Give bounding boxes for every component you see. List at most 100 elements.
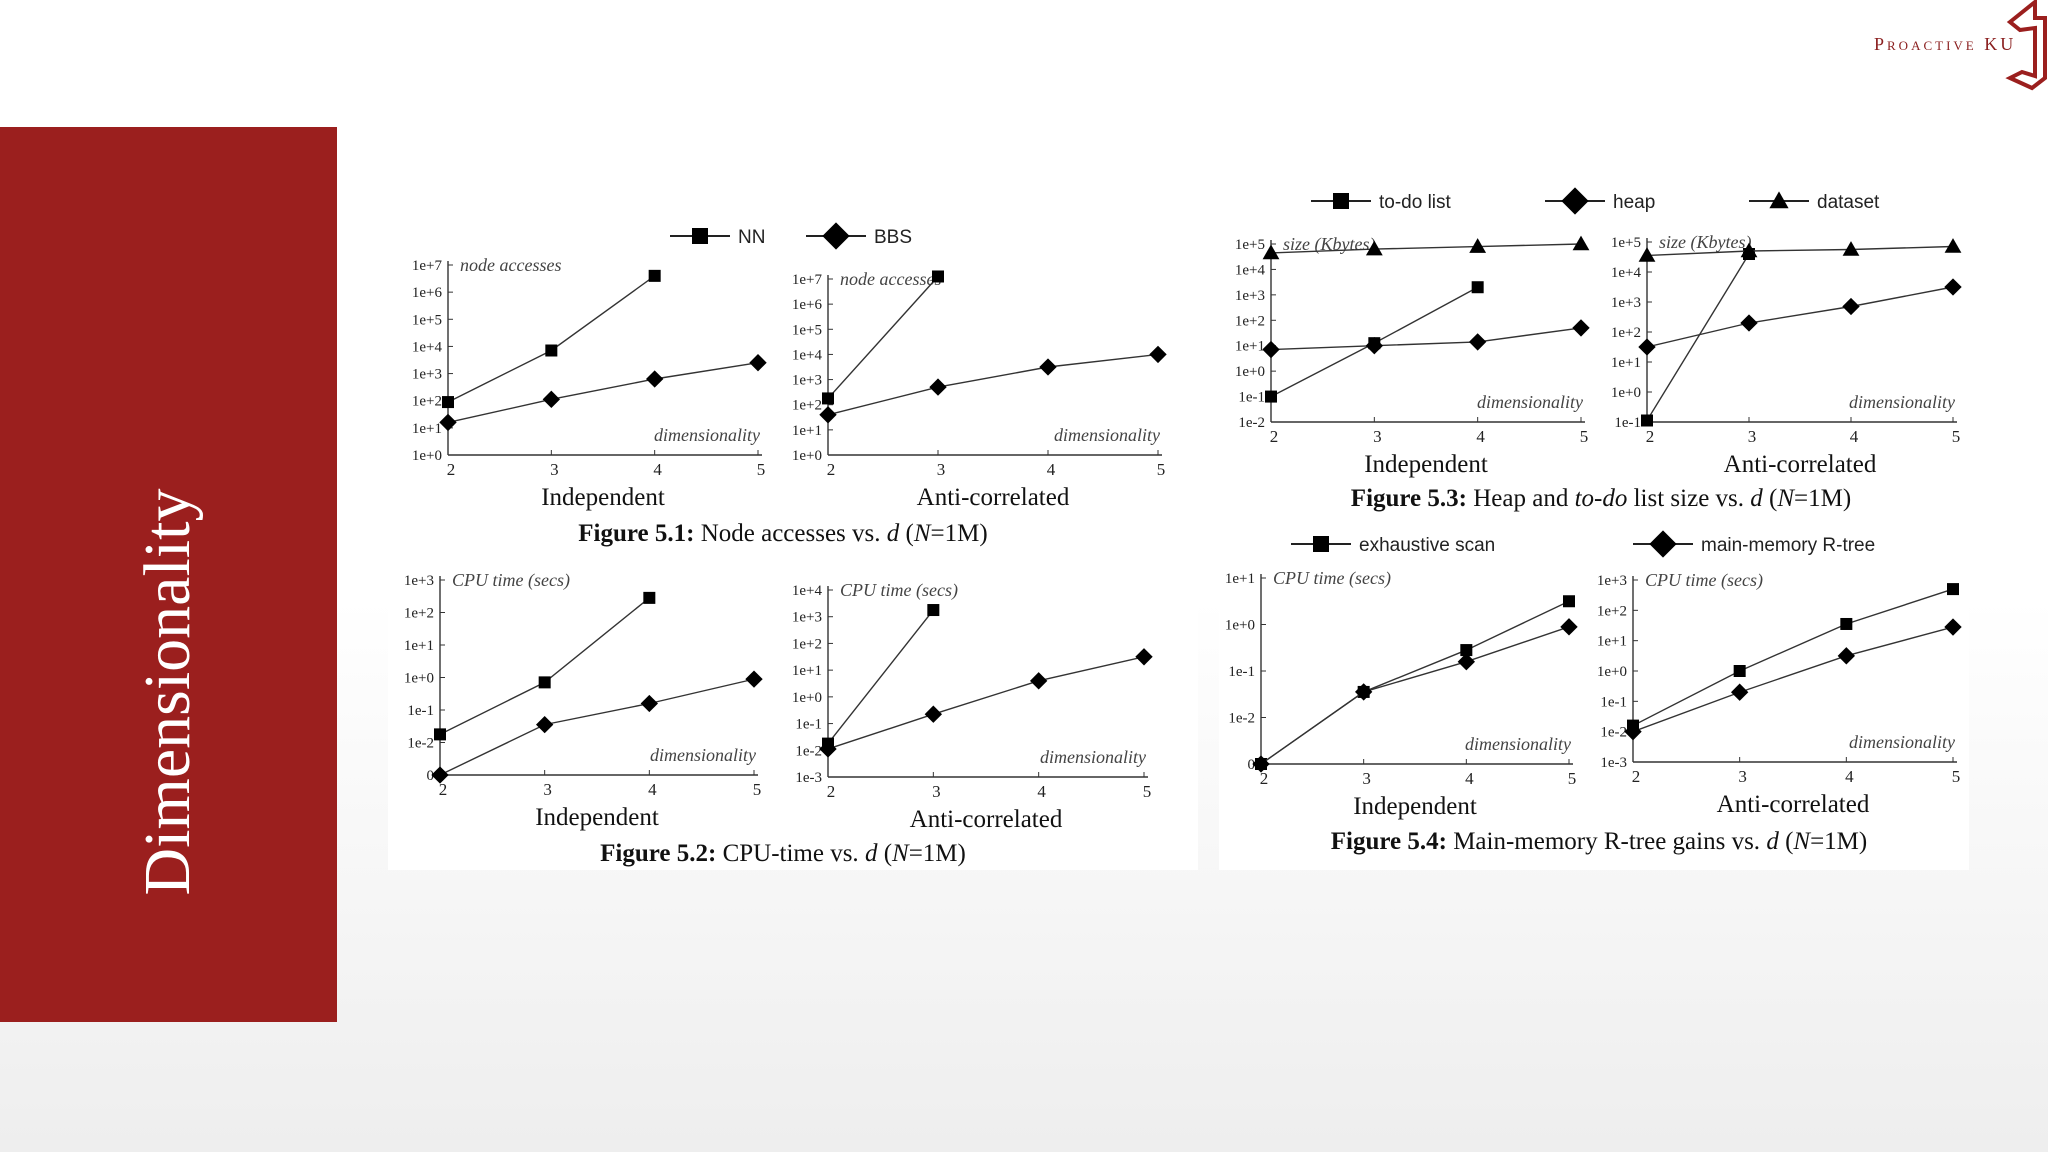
data-point-exhaustive-scan bbox=[1840, 617, 1853, 630]
data-point-exhaustive-scan bbox=[1460, 644, 1473, 657]
caption-part: N bbox=[1792, 828, 1811, 855]
caption-part: Figure 5.1: bbox=[578, 520, 694, 547]
x-tick-label: 2 bbox=[827, 460, 836, 479]
y-tick-label: 1e+0 bbox=[404, 671, 434, 687]
x-tick-label: 2 bbox=[1646, 427, 1655, 446]
data-point-main-memory-r-tree bbox=[1354, 683, 1373, 701]
legend-marker bbox=[1333, 193, 1349, 209]
chart-fig51-independent: 1e+0 1e+1 1e+2 1e+3 1e+4 1e+5 1e+6 1e+7 2 3 4 5 node… bbox=[412, 255, 767, 511]
y-tick-label: 1e+7 bbox=[792, 272, 823, 288]
data-point-bbs bbox=[929, 378, 947, 396]
x-tick-label: 3 bbox=[932, 782, 941, 801]
y-tick-label: 0 bbox=[1248, 757, 1256, 773]
caption-part: =1M) bbox=[909, 840, 966, 867]
y-axis-label: CPU time (secs) bbox=[1645, 570, 1763, 591]
x-tick-label: 4 bbox=[1476, 427, 1485, 446]
figures-panel-right: 1e-2 1e-1 1e+0 1e+1 1e+2 1e+3 1e+4 1e+5 2 3 4 5 size… bbox=[1219, 182, 1969, 870]
y-tick-label: 1e-2 bbox=[795, 743, 822, 759]
chart-subtitle: Independent bbox=[541, 484, 665, 511]
x-axis-label: dimensionality bbox=[654, 425, 760, 445]
caption-fig53: Figure 5.3: Heap and to-do list size vs.… bbox=[1351, 485, 1851, 512]
data-point-bbs bbox=[819, 406, 837, 424]
y-tick-label: 1e+3 bbox=[792, 610, 822, 626]
caption-part: Heap and bbox=[1467, 485, 1575, 512]
caption-fig51: Figure 5.1: Node accesses vs. d (N=1M) bbox=[578, 520, 987, 547]
caption-fig54: Figure 5.4: Main-memory R-tree gains vs.… bbox=[1331, 828, 1867, 855]
caption-part: Figure 5.2: bbox=[600, 840, 716, 867]
x-tick-label: 5 bbox=[1580, 427, 1589, 446]
y-tick-label: 1e+2 bbox=[412, 394, 442, 410]
figures-5-3-5-4: 1e-2 1e-1 1e+0 1e+1 1e+2 1e+3 1e+4 1e+5 2 3 4 5 size… bbox=[1225, 187, 1962, 855]
data-point-main-memory-r-tree bbox=[1457, 653, 1476, 671]
x-axis-label: dimensionality bbox=[650, 745, 756, 765]
data-point-to-do-list bbox=[1265, 390, 1277, 403]
data-point-bbs bbox=[645, 370, 664, 388]
legend-label: BBS bbox=[874, 227, 912, 248]
x-tick-label: 5 bbox=[1143, 782, 1152, 801]
caption-part: =1M) bbox=[1810, 828, 1867, 855]
legend-marker bbox=[692, 228, 708, 244]
data-point-heap bbox=[1740, 314, 1758, 332]
y-tick-label: 1e+0 bbox=[412, 448, 442, 464]
chart-fig54-anti-correlated: 1e-3 1e-2 1e-1 1e+0 1e+1 1e+2 1e+3 2 3 4 5 CPU time… bbox=[1597, 570, 1962, 818]
data-point-nn bbox=[648, 269, 661, 282]
caption-part: Node accesses vs. bbox=[694, 520, 886, 547]
data-point-main-memory-r-tree bbox=[1944, 618, 1962, 636]
x-axis-label: dimensionality bbox=[1849, 392, 1955, 412]
legend-fig53: to-do list heap dataset bbox=[1311, 187, 1880, 215]
y-tick-label: 1e-2 bbox=[1238, 415, 1265, 431]
data-point-bbs bbox=[819, 740, 837, 758]
data-point-bbs bbox=[749, 354, 767, 372]
chart-subtitle: Anti-correlated bbox=[1717, 791, 1870, 818]
data-point-dataset bbox=[1572, 235, 1590, 251]
y-tick-label: 1e+2 bbox=[1235, 313, 1265, 329]
y-tick-label: 1e+1 bbox=[1235, 339, 1265, 355]
y-tick-label: 1e+2 bbox=[792, 636, 822, 652]
y-tick-label: 1e-2 bbox=[1228, 711, 1255, 727]
data-point-nn bbox=[643, 591, 656, 604]
x-tick-label: 5 bbox=[1157, 460, 1166, 479]
x-tick-label: 4 bbox=[653, 460, 662, 479]
data-point-nn bbox=[442, 396, 454, 409]
y-tick-label: 0 bbox=[427, 768, 435, 784]
y-tick-label: 1e-2 bbox=[407, 736, 434, 752]
series-line-main-memory-r-tree bbox=[1260, 626, 1570, 765]
x-tick-label: 3 bbox=[1738, 767, 1747, 786]
series-line-bbs bbox=[439, 678, 755, 776]
data-point-bbs bbox=[924, 705, 943, 723]
caption-part: Main-memory R-tree gains vs. bbox=[1447, 828, 1766, 855]
y-tick-label: 1e+0 bbox=[792, 448, 822, 464]
caption-part: ( bbox=[877, 840, 892, 867]
x-axis-label: dimensionality bbox=[1040, 747, 1146, 767]
y-tick-label: 1e-1 bbox=[1600, 694, 1627, 710]
legend-label: NN bbox=[738, 227, 765, 248]
legend-label: heap bbox=[1613, 192, 1655, 213]
data-point-heap bbox=[1468, 333, 1487, 351]
series-line-main-memory-r-tree bbox=[1632, 626, 1954, 733]
caption-part: =1M) bbox=[931, 520, 988, 547]
legend-marker bbox=[1561, 187, 1589, 215]
caption-part: N bbox=[913, 520, 932, 547]
series-line-nn bbox=[827, 609, 934, 745]
y-tick-label: 1e-1 bbox=[1228, 664, 1255, 680]
x-axis-label: dimensionality bbox=[1849, 732, 1955, 752]
data-point-bbs bbox=[1039, 358, 1057, 376]
x-tick-label: 2 bbox=[447, 460, 456, 479]
data-point-nn bbox=[927, 604, 940, 617]
y-tick-label: 1e+5 bbox=[792, 322, 822, 338]
data-point-dataset bbox=[1944, 238, 1962, 253]
data-point-main-memory-r-tree bbox=[1560, 618, 1578, 636]
y-tick-label: 1e-1 bbox=[795, 717, 822, 733]
data-point-bbs bbox=[1135, 648, 1153, 666]
y-axis-label: size (Kbytes) bbox=[1659, 232, 1751, 253]
y-tick-label: 1e+4 bbox=[412, 339, 443, 355]
data-point-main-memory-r-tree bbox=[1730, 683, 1749, 701]
y-tick-label: 1e+0 bbox=[1235, 364, 1265, 380]
x-tick-label: 2 bbox=[1260, 769, 1269, 788]
slide-title: Dimensionality bbox=[131, 488, 204, 896]
logo-mark-icon bbox=[2005, 0, 2047, 91]
series-line-heap bbox=[1270, 327, 1582, 351]
x-tick-label: 3 bbox=[1362, 769, 1371, 788]
y-tick-label: 1e+4 bbox=[792, 347, 823, 363]
chart-subtitle: Independent bbox=[1353, 793, 1477, 820]
